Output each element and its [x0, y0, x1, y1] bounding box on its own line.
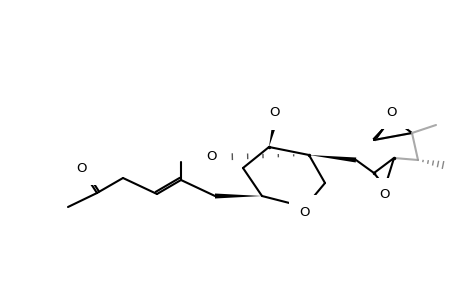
Text: O: O: [386, 106, 397, 118]
Polygon shape: [308, 155, 355, 163]
Polygon shape: [269, 122, 277, 147]
Polygon shape: [214, 194, 262, 199]
Text: O: O: [206, 151, 217, 164]
Text: O: O: [299, 206, 309, 218]
Polygon shape: [372, 118, 391, 141]
Text: O: O: [269, 106, 280, 119]
Text: O: O: [379, 188, 389, 202]
Text: O: O: [77, 161, 87, 175]
